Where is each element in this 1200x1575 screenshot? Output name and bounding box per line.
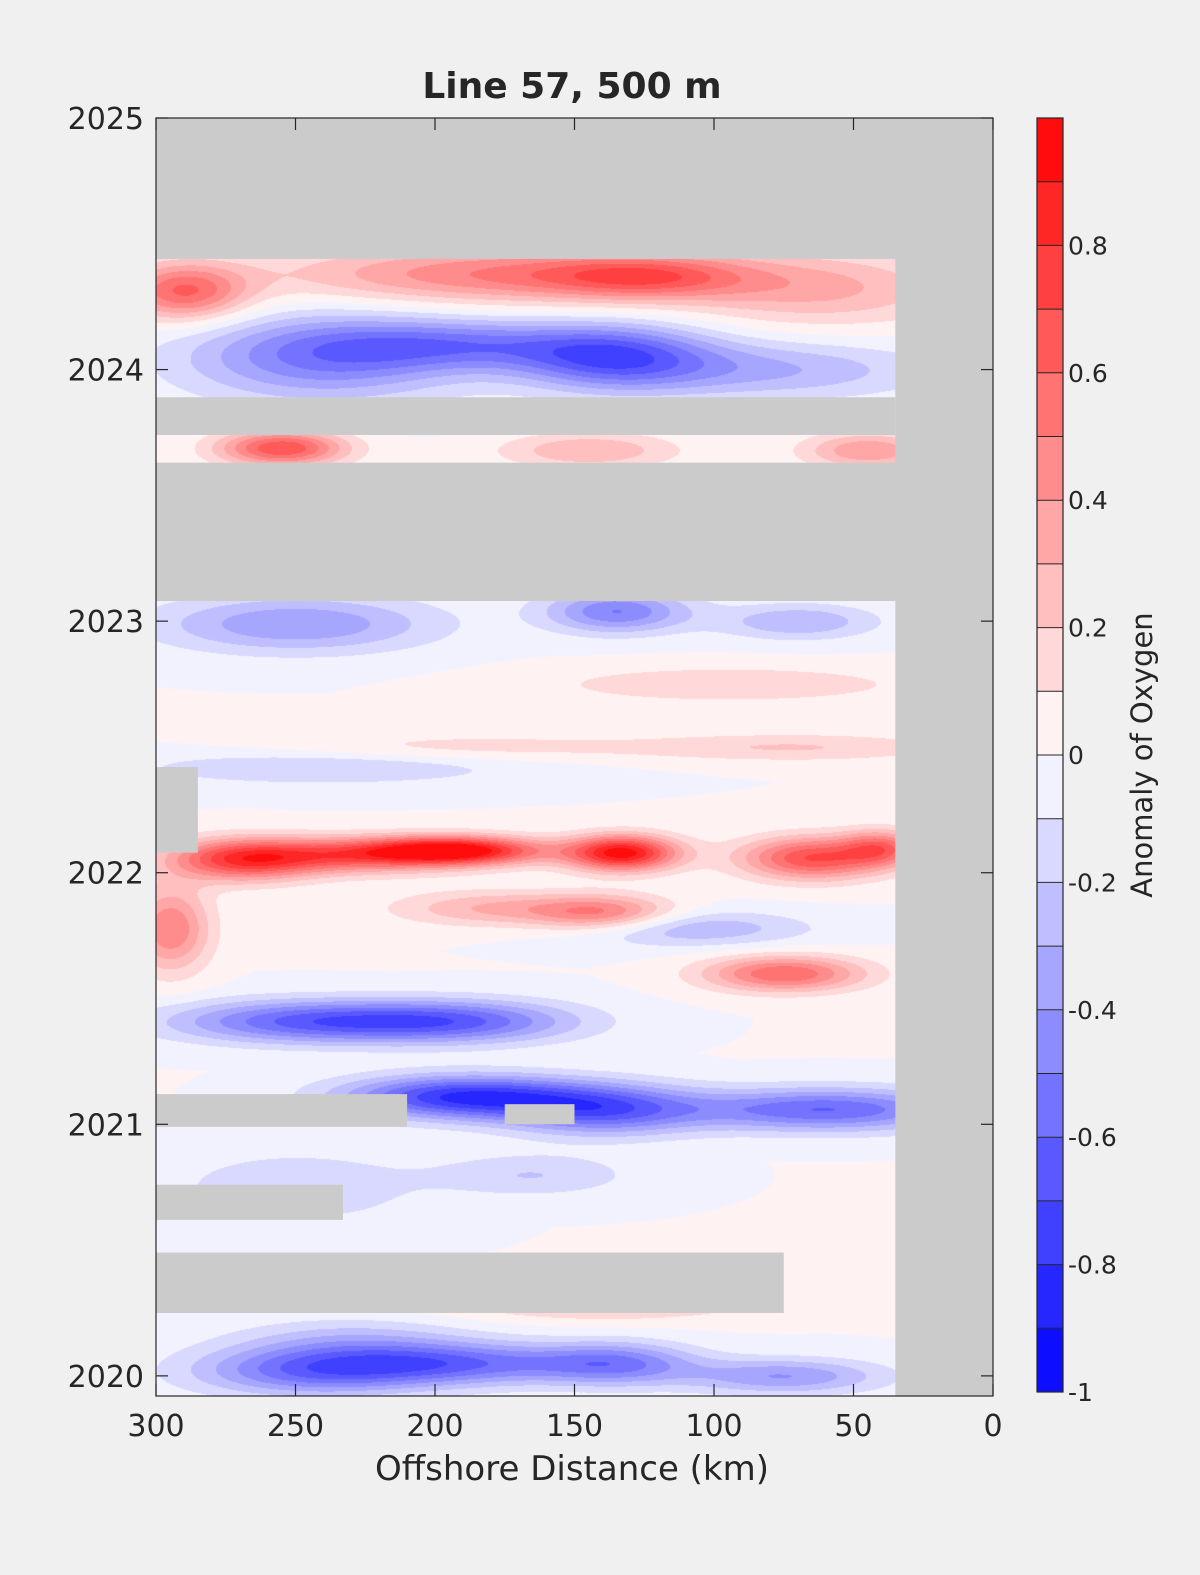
anomaly-contour-field bbox=[156, 118, 993, 1396]
colorbar-tick-label: 0 bbox=[1068, 741, 1084, 770]
colorbar: -1 -0.8 -0.6 -0.4 -0.2 0 0.2 0.4 0.6 0.8 Anomaly o… bbox=[1036, 117, 1159, 1407]
colorbar-segment bbox=[1037, 309, 1063, 374]
colorbar-segment bbox=[1037, 372, 1063, 437]
colorbar-segment bbox=[1037, 691, 1063, 756]
colorbar-tick-label: 0.8 bbox=[1068, 231, 1108, 260]
no-data-band bbox=[156, 1252, 784, 1313]
no-data-band bbox=[156, 1094, 408, 1127]
x-tick-label: 300 bbox=[127, 1409, 184, 1444]
colorbar-segment bbox=[1037, 1328, 1063, 1393]
colorbar-tick-label: -0.2 bbox=[1068, 868, 1117, 897]
colorbar-segment bbox=[1037, 1264, 1063, 1329]
y-tick-label: 2021 bbox=[68, 1108, 144, 1143]
x-axis: 300 250 200 150 100 50 0 bbox=[127, 118, 1003, 1444]
colorbar-segment bbox=[1037, 818, 1063, 883]
colorbar-tick-label: 0.6 bbox=[1068, 359, 1108, 388]
no-data-band bbox=[504, 1104, 575, 1125]
colorbar-tick-label: -0.8 bbox=[1068, 1251, 1117, 1280]
no-data-band bbox=[156, 462, 993, 602]
no-data-band bbox=[156, 118, 993, 259]
colorbar-segment bbox=[1037, 563, 1063, 629]
colorbar-segment bbox=[1037, 946, 1063, 1011]
x-tick-label: 100 bbox=[685, 1409, 742, 1444]
y-tick-label: 2023 bbox=[68, 605, 144, 640]
colorbar-segment bbox=[1037, 436, 1063, 501]
colorbar-segment bbox=[1037, 1073, 1063, 1138]
y-tick-label: 2020 bbox=[68, 1360, 144, 1395]
no-data-band bbox=[156, 1184, 343, 1220]
y-tick-label: 2025 bbox=[68, 102, 144, 137]
colorbar-tick-label: -1 bbox=[1068, 1378, 1093, 1407]
x-tick-label: 0 bbox=[983, 1409, 1002, 1444]
no-data-mask bbox=[156, 118, 993, 1396]
no-data-band bbox=[156, 767, 198, 853]
colorbar-segment bbox=[1037, 118, 1063, 183]
colorbar-segment bbox=[1037, 882, 1063, 947]
plot-area bbox=[155, 117, 994, 1397]
colorbar-tick-label: -0.4 bbox=[1068, 996, 1117, 1025]
colorbar-tick-label: 0.2 bbox=[1068, 614, 1108, 643]
colorbar-segment bbox=[1037, 1200, 1063, 1266]
x-tick-label: 50 bbox=[834, 1409, 872, 1444]
y-tick-label: 2022 bbox=[68, 857, 144, 892]
colorbar-segment bbox=[1037, 245, 1063, 310]
colorbar-tick-label: -0.6 bbox=[1068, 1123, 1117, 1152]
x-axis-label: Offshore Distance (km) bbox=[375, 1449, 769, 1489]
chart-title: Line 57, 500 m bbox=[422, 66, 721, 107]
x-tick-label: 200 bbox=[406, 1409, 463, 1444]
x-tick-label: 150 bbox=[546, 1409, 603, 1444]
x-tick-label: 250 bbox=[267, 1409, 324, 1444]
colorbar-segment bbox=[1037, 755, 1063, 820]
colorbar-tick-label: 0.4 bbox=[1068, 486, 1108, 515]
y-axis: 2020 2021 2022 2023 2024 2025 bbox=[68, 102, 993, 1395]
colorbar-segment bbox=[1037, 181, 1063, 246]
colorbar-segment bbox=[1037, 1137, 1063, 1202]
colorbar-label: Anomaly of Oxygen bbox=[1125, 612, 1159, 897]
colorbar-frame bbox=[1036, 117, 1064, 1393]
colorbar-segment bbox=[1037, 627, 1063, 692]
y-tick-label: 2024 bbox=[68, 354, 144, 389]
colorbar-segment bbox=[1037, 1009, 1063, 1074]
no-data-band bbox=[156, 397, 896, 435]
no-data-band bbox=[895, 118, 993, 1396]
colorbar-segment bbox=[1037, 500, 1063, 565]
